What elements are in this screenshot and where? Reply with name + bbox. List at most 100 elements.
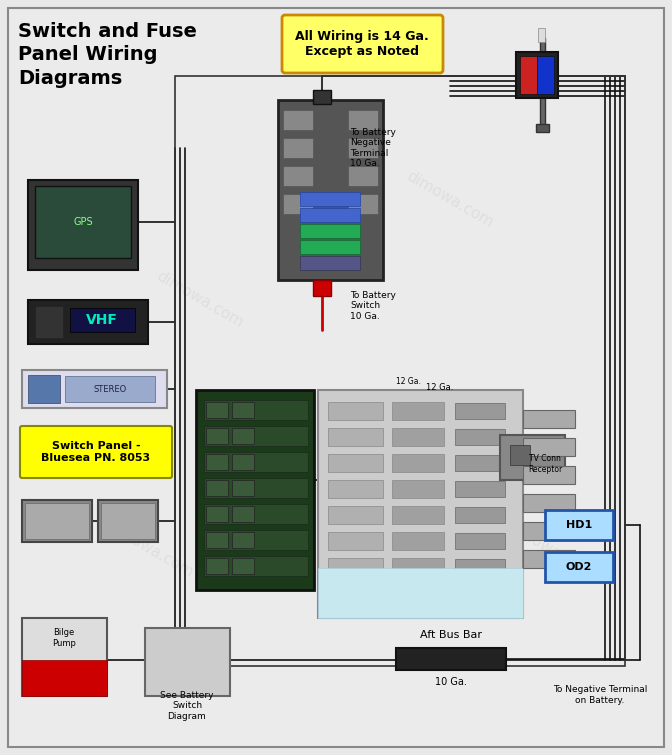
FancyBboxPatch shape [20,426,172,478]
Bar [545,552,613,582]
Bar [348,110,378,130]
Text: dimowa.com: dimowa.com [154,269,246,331]
Bar [455,403,505,419]
Bar [523,522,575,540]
Bar [392,532,444,550]
Bar [300,224,360,238]
Bar [328,402,383,420]
Bar [232,480,254,496]
Bar [206,428,228,444]
Text: Switch and Fuse
Panel Wiring
Diagrams: Switch and Fuse Panel Wiring Diagrams [18,22,197,88]
Bar [28,375,60,403]
Bar [455,429,505,445]
Bar [540,38,545,128]
Bar [455,559,505,575]
Bar [516,52,558,98]
Bar [232,454,254,470]
Bar [348,166,378,186]
Bar [283,194,313,214]
Bar [328,558,383,576]
Text: HD1: HD1 [566,520,592,530]
Bar [318,568,523,618]
Bar [455,585,505,601]
Bar [328,506,383,524]
Text: GPS: GPS [73,217,93,227]
Bar [392,506,444,524]
Text: Bilge
Pump: Bilge Pump [52,628,76,648]
Bar [313,280,331,296]
Text: 12 Ga.: 12 Ga. [426,384,454,393]
Text: dimowa.com: dimowa.com [504,519,596,581]
Bar [523,550,575,568]
Text: See Battery
Switch
Diagram: See Battery Switch Diagram [160,691,214,721]
Bar [300,240,360,254]
Bar [206,506,228,522]
Bar [98,500,158,542]
Bar [65,376,155,402]
Text: To Negative Terminal
on Battery.: To Negative Terminal on Battery. [553,686,647,704]
Bar [523,410,575,428]
Bar [348,138,378,158]
Bar [328,428,383,446]
Text: 10 Ga.: 10 Ga. [435,677,467,687]
Text: 12 Ga.: 12 Ga. [396,378,421,387]
Bar [500,435,565,480]
Bar [22,660,107,696]
Bar [22,500,92,542]
Bar [35,186,131,258]
Bar [392,402,444,420]
Bar [328,584,383,602]
Bar [70,308,135,332]
Bar [510,445,530,465]
Text: STEREO: STEREO [93,384,126,393]
Text: To Battery
Negative
Terminal
10 Ga.: To Battery Negative Terminal 10 Ga. [350,128,396,168]
Bar [328,532,383,550]
Bar [396,648,506,670]
Bar [101,503,155,539]
Bar [283,166,313,186]
FancyBboxPatch shape [282,15,443,73]
Bar [204,504,308,524]
Bar [523,494,575,512]
Bar [545,510,613,540]
Bar [523,438,575,456]
Bar [392,428,444,446]
Bar [300,192,360,206]
Bar [204,530,308,550]
Text: TV Conn
Receptor: TV Conn Receptor [528,455,562,473]
Bar [392,584,444,602]
Text: dimowa.com: dimowa.com [104,519,196,581]
Bar [22,370,167,408]
Bar [204,400,308,420]
Bar [232,428,254,444]
Bar [145,628,230,696]
Bar [455,533,505,549]
Bar [232,532,254,548]
Bar [283,138,313,158]
Bar [232,506,254,522]
Bar [538,28,545,42]
Text: Switch Panel -
Bluesea PN. 8053: Switch Panel - Bluesea PN. 8053 [42,441,151,463]
Bar [455,481,505,497]
Bar [196,390,314,590]
Bar [328,454,383,472]
Text: VHF: VHF [86,313,118,327]
Bar [206,454,228,470]
Bar [22,618,107,696]
Text: All Wiring is 14 Ga.
Except as Noted: All Wiring is 14 Ga. Except as Noted [295,30,429,58]
Bar [206,480,228,496]
Bar [536,124,549,132]
Bar [455,455,505,471]
Bar [206,402,228,418]
Bar [206,558,228,574]
Bar [318,390,523,618]
Text: Aft Bus Bar: Aft Bus Bar [420,630,482,640]
Bar [328,480,383,498]
Bar [206,532,228,548]
Bar [313,90,331,104]
Text: dimowa.com: dimowa.com [404,169,496,231]
Bar [28,180,138,270]
Bar [278,100,383,280]
Bar [204,478,308,498]
Bar [283,110,313,130]
